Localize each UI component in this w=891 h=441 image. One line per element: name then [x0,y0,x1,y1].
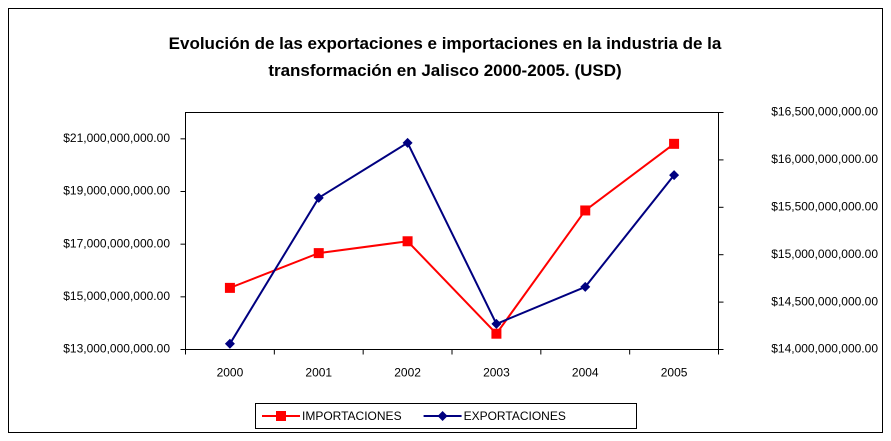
point [669,170,680,181]
point [580,205,591,216]
point [491,318,502,329]
x-tick-label: 2003 [483,366,510,380]
series-line [229,143,675,336]
point [402,137,413,148]
y-tick-label: $17,000,000,000.00 [63,236,170,250]
y2-tick-label: $16,000,000,000.00 [771,152,878,166]
point [491,328,502,339]
point [580,281,591,292]
x-tick-label: 2000 [217,366,244,380]
legend-label: EXPORTACIONES [464,409,566,423]
y2-tick-label: $14,500,000,000.00 [771,294,878,308]
point [402,236,413,247]
y-tick-label: $21,000,000,000.00 [63,131,170,145]
legend-marker [276,411,286,421]
y2-tick-label: $14,000,000,000.00 [771,342,878,356]
x-tick-label: 2001 [305,366,332,380]
y-tick-label: $19,000,000,000.00 [63,184,170,198]
point [224,338,235,349]
y2-tick-label: $15,000,000,000.00 [771,247,878,261]
point [313,248,324,259]
point [313,192,324,203]
y2-tick-label: $16,500,000,000.00 [771,105,878,119]
x-tick-label: 2004 [572,366,599,380]
point [224,282,235,293]
series-line [229,141,675,345]
y-tick-label: $15,000,000,000.00 [63,289,170,303]
y2-tick-label: $15,500,000,000.00 [771,199,878,213]
legend: IMPORTACIONES EXPORTACIONES [255,403,637,429]
y-tick-label: $13,000,000,000.00 [63,342,170,356]
legend-label: IMPORTACIONES [302,409,402,423]
legend-marker [437,411,448,421]
chart-title: Evolución de las exportaciones e importa… [169,34,722,80]
point [669,138,680,149]
x-tick-label: 2005 [661,366,688,380]
x-tick-label: 2002 [394,366,421,380]
